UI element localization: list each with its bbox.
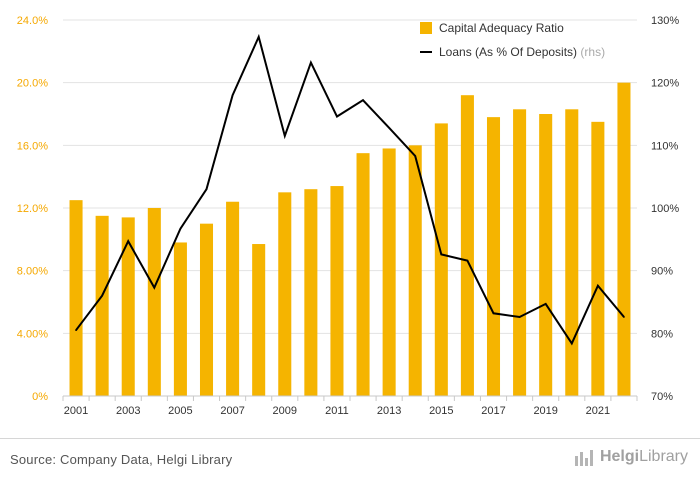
legend-swatch-bar — [420, 22, 432, 34]
x-tick-label: 2007 — [220, 405, 244, 417]
x-tick-label: 2009 — [273, 405, 297, 417]
legend-suffix: (rhs) — [580, 45, 605, 59]
y-right-tick-label: 100% — [651, 203, 679, 215]
bar — [173, 242, 187, 396]
bar — [69, 200, 83, 396]
line-point — [518, 316, 521, 318]
x-tick-label: 2019 — [533, 405, 557, 417]
line-point — [388, 126, 390, 129]
bar — [356, 153, 370, 396]
y-left-tick-label: 24.0% — [17, 15, 48, 27]
line-point — [101, 294, 103, 297]
helgi-logo-icon — [574, 450, 593, 466]
bar — [434, 123, 448, 397]
line-point — [414, 155, 417, 157]
footer: Source: Company Data, Helgi Library Helg… — [0, 438, 700, 483]
x-tick-label: 2015 — [429, 405, 453, 417]
y-right-tick-label: 70% — [651, 391, 673, 403]
bar-series — [69, 82, 631, 397]
y-right-tick-label: 110% — [651, 140, 679, 152]
line-point — [153, 286, 156, 289]
y-left-tick-label: 16.0% — [17, 140, 48, 152]
bar — [460, 95, 474, 396]
y-left-tick-label: 4.00% — [17, 328, 48, 340]
line-point — [570, 342, 573, 345]
bar — [617, 82, 631, 397]
line-point — [544, 303, 547, 305]
axes: 0% 4.00% 8.00% 12.0% 16.0% 20.0% 24.0% 70% 80% 90… — [17, 15, 680, 417]
bar — [95, 215, 109, 396]
bar — [147, 208, 161, 396]
y-right-tick-label: 90% — [651, 266, 673, 278]
brand-name: HelgiLibrary — [599, 448, 688, 465]
line-series — [75, 33, 625, 346]
bar — [330, 186, 344, 396]
y-left-tick-label: 8.00% — [17, 266, 48, 278]
chart: 0% 4.00% 8.00% 12.0% 16.0% 20.0% 24.0% 70% 80% 90… — [17, 15, 680, 417]
bar — [121, 217, 135, 396]
source-note: Source: Company Data, Helgi Library — [10, 452, 233, 467]
x-tick-label: 2017 — [481, 405, 505, 417]
line-point — [466, 259, 469, 262]
x-tick-label: 2003 — [116, 405, 140, 417]
line-point — [127, 240, 130, 243]
line-point — [623, 316, 625, 318]
x-tick-label: 2001 — [64, 405, 88, 417]
x-tick-label: 2021 — [586, 405, 610, 417]
line-point — [310, 61, 312, 64]
y-left-tick-label: 20.0% — [17, 78, 48, 90]
legend-label-bar: Capital Adequacy Ratio — [439, 21, 564, 35]
y-left-tick-label: 12.0% — [17, 203, 48, 215]
brand-logo: HelgiLibrary — [574, 448, 688, 466]
line-point — [179, 227, 182, 230]
bar — [591, 121, 605, 396]
y-right-tick-label: 130% — [651, 15, 679, 27]
bar — [486, 117, 501, 396]
line-point — [597, 284, 599, 287]
y-left-tick-label: 0% — [32, 391, 48, 403]
y-right-tick-label: 120% — [651, 78, 679, 90]
bar — [278, 192, 292, 396]
line-point — [283, 135, 286, 137]
line-point — [362, 99, 364, 102]
line-point — [492, 312, 495, 315]
bar — [226, 201, 240, 396]
line-point — [440, 253, 443, 256]
legend: Capital Adequacy Ratio Loans (As % Of De… — [420, 21, 605, 59]
line-point — [257, 36, 260, 38]
footer-divider — [0, 438, 700, 439]
bar — [408, 145, 422, 396]
line-point — [336, 115, 338, 118]
line-point — [231, 94, 234, 96]
x-tick-label: 2011 — [325, 405, 349, 417]
bar — [252, 244, 266, 396]
bar — [304, 189, 318, 396]
bar — [539, 114, 553, 396]
bar — [199, 223, 214, 396]
legend-label-line: Loans (As % Of Deposits) (rhs) — [439, 45, 605, 59]
bar — [513, 109, 527, 397]
y-right-tick-label: 80% — [651, 328, 673, 340]
line-path — [75, 33, 625, 346]
bar — [565, 109, 579, 397]
line-point — [205, 188, 208, 190]
x-tick-label: 2013 — [377, 405, 401, 417]
bar — [382, 148, 396, 396]
x-tick-label: 2005 — [168, 405, 192, 417]
line-point — [75, 329, 77, 332]
